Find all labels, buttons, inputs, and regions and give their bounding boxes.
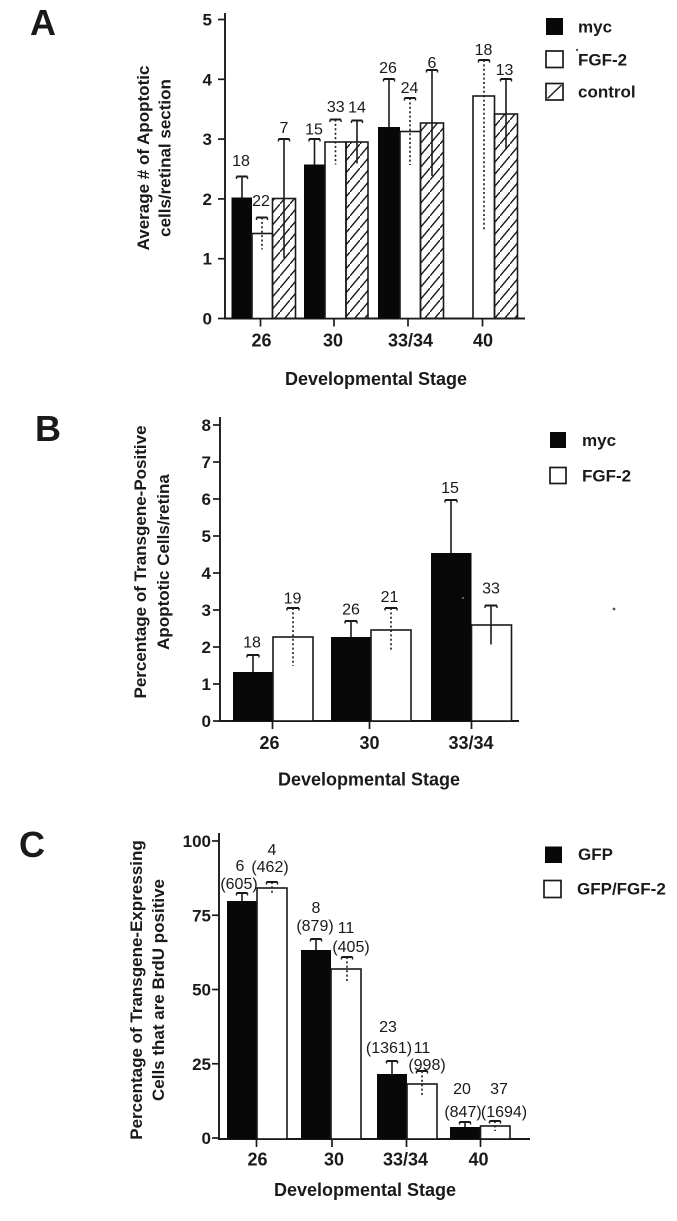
svg-text:GFP: GFP: [578, 845, 613, 864]
svg-text:4: 4: [203, 70, 213, 89]
svg-text:30: 30: [359, 733, 379, 753]
svg-text:33/34: 33/34: [383, 1150, 428, 1170]
svg-text:5: 5: [203, 11, 212, 30]
svg-text:7: 7: [202, 453, 211, 472]
svg-text:26: 26: [251, 331, 271, 351]
svg-text:4: 4: [268, 842, 277, 859]
svg-text:19: 19: [284, 591, 302, 608]
svg-text:cells/retinal section: cells/retinal section: [156, 79, 175, 237]
svg-text:3: 3: [203, 130, 212, 149]
svg-text:26: 26: [247, 1150, 267, 1170]
svg-text:Cells that are BrdU positive: Cells that are BrdU positive: [149, 879, 168, 1101]
svg-text:40: 40: [473, 331, 493, 351]
svg-text:37: 37: [490, 1081, 508, 1098]
svg-text:2: 2: [203, 190, 212, 209]
svg-text:(462): (462): [251, 859, 288, 876]
svg-text:C: C: [19, 824, 45, 865]
svg-text:20: 20: [453, 1081, 471, 1098]
svg-text:Developmental Stage: Developmental Stage: [278, 770, 460, 790]
svg-text:22: 22: [252, 193, 270, 210]
svg-text:75: 75: [192, 906, 211, 925]
svg-text:18: 18: [475, 42, 493, 59]
svg-text:30: 30: [324, 1150, 344, 1170]
svg-text:(605): (605): [220, 876, 257, 893]
svg-text:(1694): (1694): [481, 1104, 527, 1121]
svg-text:33/34: 33/34: [448, 733, 493, 753]
svg-text:25: 25: [192, 1055, 211, 1074]
svg-text:18: 18: [232, 153, 250, 170]
svg-text:6: 6: [428, 55, 437, 72]
svg-text:6: 6: [236, 858, 245, 875]
svg-text:(1361): (1361): [366, 1040, 412, 1057]
svg-text:18: 18: [243, 635, 261, 652]
svg-text:Developmental Stage: Developmental Stage: [285, 369, 467, 389]
svg-text:21: 21: [381, 589, 399, 606]
svg-text:4: 4: [202, 564, 212, 583]
svg-text:33: 33: [327, 99, 345, 116]
svg-text:33: 33: [482, 581, 500, 598]
svg-text:Developmental Stage: Developmental Stage: [274, 1180, 456, 1200]
svg-text:control: control: [578, 83, 636, 102]
svg-text:7: 7: [280, 120, 289, 137]
svg-text:26: 26: [342, 602, 360, 619]
svg-text:26: 26: [259, 733, 279, 753]
svg-text:6: 6: [202, 490, 211, 509]
svg-text:11: 11: [338, 920, 355, 937]
svg-text:GFP/FGF-2: GFP/FGF-2: [577, 880, 666, 899]
svg-text:30: 30: [323, 331, 343, 351]
svg-text:(998): (998): [408, 1057, 445, 1074]
svg-text:Apoptotic Cells/retina: Apoptotic Cells/retina: [154, 474, 173, 650]
svg-text:8: 8: [202, 416, 211, 435]
svg-text:(405): (405): [332, 939, 369, 956]
svg-text:myc: myc: [578, 18, 612, 37]
svg-text:0: 0: [202, 1129, 211, 1148]
svg-text:24: 24: [401, 80, 419, 97]
svg-text:B: B: [35, 408, 61, 449]
svg-text:26: 26: [379, 60, 397, 77]
svg-text:Percentage of Transgene-Positi: Percentage of Transgene-Positive: [131, 425, 150, 698]
svg-text:myc: myc: [582, 431, 616, 450]
svg-text:33/34: 33/34: [388, 331, 433, 351]
svg-text:A: A: [30, 2, 56, 43]
svg-text:11: 11: [414, 1040, 431, 1057]
svg-text:(879): (879): [296, 918, 333, 935]
svg-text:13: 13: [496, 62, 514, 79]
svg-text:3: 3: [202, 601, 211, 620]
svg-text:8: 8: [312, 900, 321, 917]
svg-text:0: 0: [202, 712, 211, 731]
svg-text:50: 50: [192, 981, 211, 1000]
svg-text:(847): (847): [444, 1104, 481, 1121]
svg-text:1: 1: [203, 250, 212, 269]
svg-text:Percentage of Transgene-Expres: Percentage of Transgene-Expressing: [127, 840, 146, 1140]
svg-text:40: 40: [468, 1150, 488, 1170]
svg-text:0: 0: [203, 310, 212, 329]
svg-text:15: 15: [305, 122, 323, 139]
svg-text:Average # of Apoptotic: Average # of Apoptotic: [134, 66, 153, 251]
svg-text:FGF-2: FGF-2: [582, 467, 631, 486]
svg-text:100: 100: [183, 832, 211, 851]
svg-text:1: 1: [202, 675, 211, 694]
svg-text:15: 15: [441, 480, 459, 497]
svg-text:14: 14: [348, 100, 366, 117]
svg-text:FGF-2: FGF-2: [578, 51, 627, 70]
svg-text:23: 23: [379, 1019, 397, 1036]
svg-text:5: 5: [202, 527, 211, 546]
svg-text:2: 2: [202, 638, 211, 657]
